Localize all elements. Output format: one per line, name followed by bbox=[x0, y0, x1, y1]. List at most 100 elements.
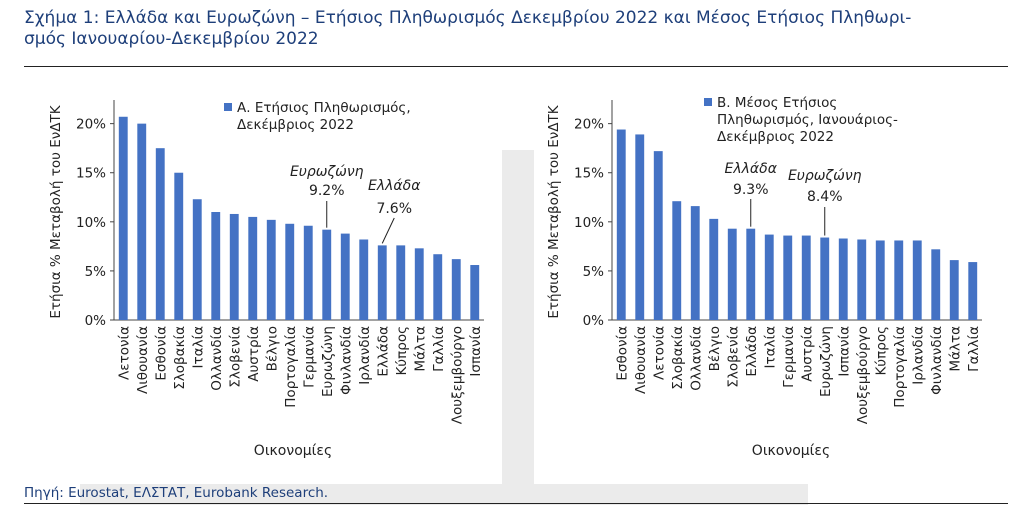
annotation-value: 8.4% bbox=[807, 189, 843, 205]
x-tick-label: Φινλανδία bbox=[929, 326, 945, 395]
y-tick-label: 20% bbox=[76, 117, 106, 133]
x-tick-label: Αυστρία bbox=[246, 326, 262, 382]
bar bbox=[709, 218, 719, 320]
chart-panel-b: 0% 5% 10% 15% 20% Εσθονία Λιθουανία Λετονία Σλοβ… bbox=[534, 74, 1000, 484]
bar bbox=[137, 123, 147, 320]
x-tick-label: Γερμανία bbox=[301, 326, 317, 388]
x-tick-label: Σλοβακία bbox=[670, 326, 686, 390]
bar bbox=[783, 235, 793, 320]
y-axis-title: Ετήσια % Μεταβολή του ΕνΔΤΚ bbox=[48, 104, 64, 318]
source-note: Πηγή: Eurostat, ΕΛΣΤΑΤ, Eurobank Researc… bbox=[24, 485, 329, 501]
x-tick-label: Γαλλία bbox=[431, 326, 447, 372]
x-tick-label: Γερμανία bbox=[781, 326, 797, 388]
bar bbox=[746, 228, 756, 320]
bar bbox=[838, 238, 848, 320]
x-tick-label: Εσθονία bbox=[153, 326, 169, 381]
bar bbox=[470, 265, 480, 320]
annotation-name: Ελλάδα bbox=[368, 178, 421, 194]
bar bbox=[653, 151, 663, 320]
bar bbox=[192, 199, 202, 320]
x-tick-label: Βέλγιο bbox=[707, 326, 723, 371]
x-tick-label: Λουξεμβούργο bbox=[449, 326, 465, 424]
bar bbox=[229, 213, 239, 320]
bar bbox=[931, 249, 941, 320]
y-tick-label: 5% bbox=[85, 264, 107, 280]
y-tick-label: 10% bbox=[76, 215, 106, 231]
x-tick-label: Ευρωζώνη bbox=[320, 326, 336, 397]
bar bbox=[414, 248, 424, 320]
title-rule bbox=[24, 66, 1008, 67]
chart-b: 0%5%10%15%20%Εσθονία Λιθουανία Λετονία Σλοβ… bbox=[546, 95, 982, 459]
x-tick-label: Σλοβενία bbox=[227, 326, 243, 388]
legend-label: Α. Ετήσιος Πληθωρισμός, bbox=[237, 100, 411, 116]
annotation-value: 9.3% bbox=[733, 182, 769, 198]
x-tick-label: Αυστρία bbox=[799, 326, 815, 382]
bar bbox=[672, 201, 682, 320]
bar bbox=[303, 225, 313, 320]
bar bbox=[248, 216, 258, 320]
x-tick-label: Ευρωζώνη bbox=[818, 326, 834, 397]
annotation-leader bbox=[381, 217, 395, 244]
bar bbox=[174, 172, 184, 320]
x-tick-label: Λετονία bbox=[651, 326, 667, 380]
y-tick-label: 15% bbox=[574, 166, 604, 182]
x-tick-label: Μάλτα bbox=[947, 326, 963, 372]
bar bbox=[118, 116, 128, 320]
chart-a: 0%5%10%15%20%Λετονία Λιθουανία Εσθονία Σλοβ… bbox=[48, 100, 484, 459]
x-tick-label: Σλοβενία bbox=[725, 326, 741, 388]
bar bbox=[949, 260, 959, 320]
legend-label: Δεκέμβριος 2022 bbox=[717, 129, 834, 145]
x-tick-label: Μάλτα bbox=[412, 326, 428, 372]
x-tick-label: Ισπανία bbox=[836, 326, 852, 377]
legend-label: Β. Μέσος Ετήσιος bbox=[717, 95, 837, 111]
x-tick-label: Ιταλία bbox=[190, 326, 206, 369]
x-tick-label: Πορτογαλία bbox=[283, 326, 299, 408]
x-tick-label: Εσθονία bbox=[614, 326, 630, 381]
bar bbox=[875, 240, 885, 320]
bar bbox=[820, 237, 830, 320]
bar bbox=[359, 239, 369, 320]
x-tick-label: Κύπρος bbox=[873, 326, 889, 376]
legend-label: Πληθωρισμός, Ιανουάριος- bbox=[717, 112, 898, 128]
x-tick-label: Λιθουανία bbox=[633, 326, 649, 394]
x-tick-label: Λιθουανία bbox=[135, 326, 151, 394]
bar bbox=[211, 212, 221, 320]
x-tick-label: Φινλανδία bbox=[338, 326, 354, 395]
bar bbox=[433, 254, 443, 320]
bar bbox=[857, 239, 867, 320]
bar bbox=[322, 229, 332, 320]
bar bbox=[266, 219, 276, 320]
x-tick-label: Κύπρος bbox=[394, 326, 410, 376]
y-tick-label: 10% bbox=[574, 215, 604, 231]
bottom-rule bbox=[24, 503, 1008, 504]
x-tick-label: Ολλανδία bbox=[209, 326, 225, 391]
x-tick-label: Ισπανία bbox=[468, 326, 484, 377]
x-tick-label: Πορτογαλία bbox=[892, 326, 908, 408]
y-tick-label: 0% bbox=[85, 313, 107, 329]
bar bbox=[396, 245, 406, 320]
annotation-name: Ευρωζώνη bbox=[290, 164, 364, 180]
x-tick-label: Ιρλανδία bbox=[357, 326, 373, 385]
x-tick-label: Ολλανδία bbox=[688, 326, 704, 391]
annotation-name: Ευρωζώνη bbox=[788, 168, 862, 184]
bar bbox=[968, 262, 978, 320]
bar bbox=[451, 259, 461, 320]
figure-title: Σχήμα 1: Ελλάδα και Ευρωζώνη – Ετήσιος Π… bbox=[24, 8, 1004, 50]
x-tick-label: Ιταλία bbox=[762, 326, 778, 369]
bar bbox=[635, 134, 645, 320]
legend-swatch bbox=[704, 98, 712, 106]
x-tick-label: Βέλγιο bbox=[264, 326, 280, 371]
chart-panel-a: 0% 5% 10% 15% 20% Λετονία Λιθουανία Εσθονία Σλοβ… bbox=[36, 74, 502, 484]
annotation-name: Ελλάδα bbox=[725, 161, 778, 177]
bar bbox=[690, 206, 700, 320]
figure-title-line-2: σμός Ιανουαρίου-Δεκεμβρίου 2022 bbox=[24, 29, 319, 49]
x-tick-label: Ιρλανδία bbox=[910, 326, 926, 385]
x-axis-title: Οικονομίες bbox=[752, 443, 830, 459]
bar bbox=[801, 235, 811, 320]
x-tick-label: Σλοβακία bbox=[172, 326, 188, 390]
x-tick-label: Γαλλία bbox=[966, 326, 982, 372]
y-tick-label: 5% bbox=[583, 264, 605, 280]
y-tick-label: 0% bbox=[583, 313, 605, 329]
annotation-value: 9.2% bbox=[309, 183, 345, 199]
bar bbox=[155, 148, 165, 320]
